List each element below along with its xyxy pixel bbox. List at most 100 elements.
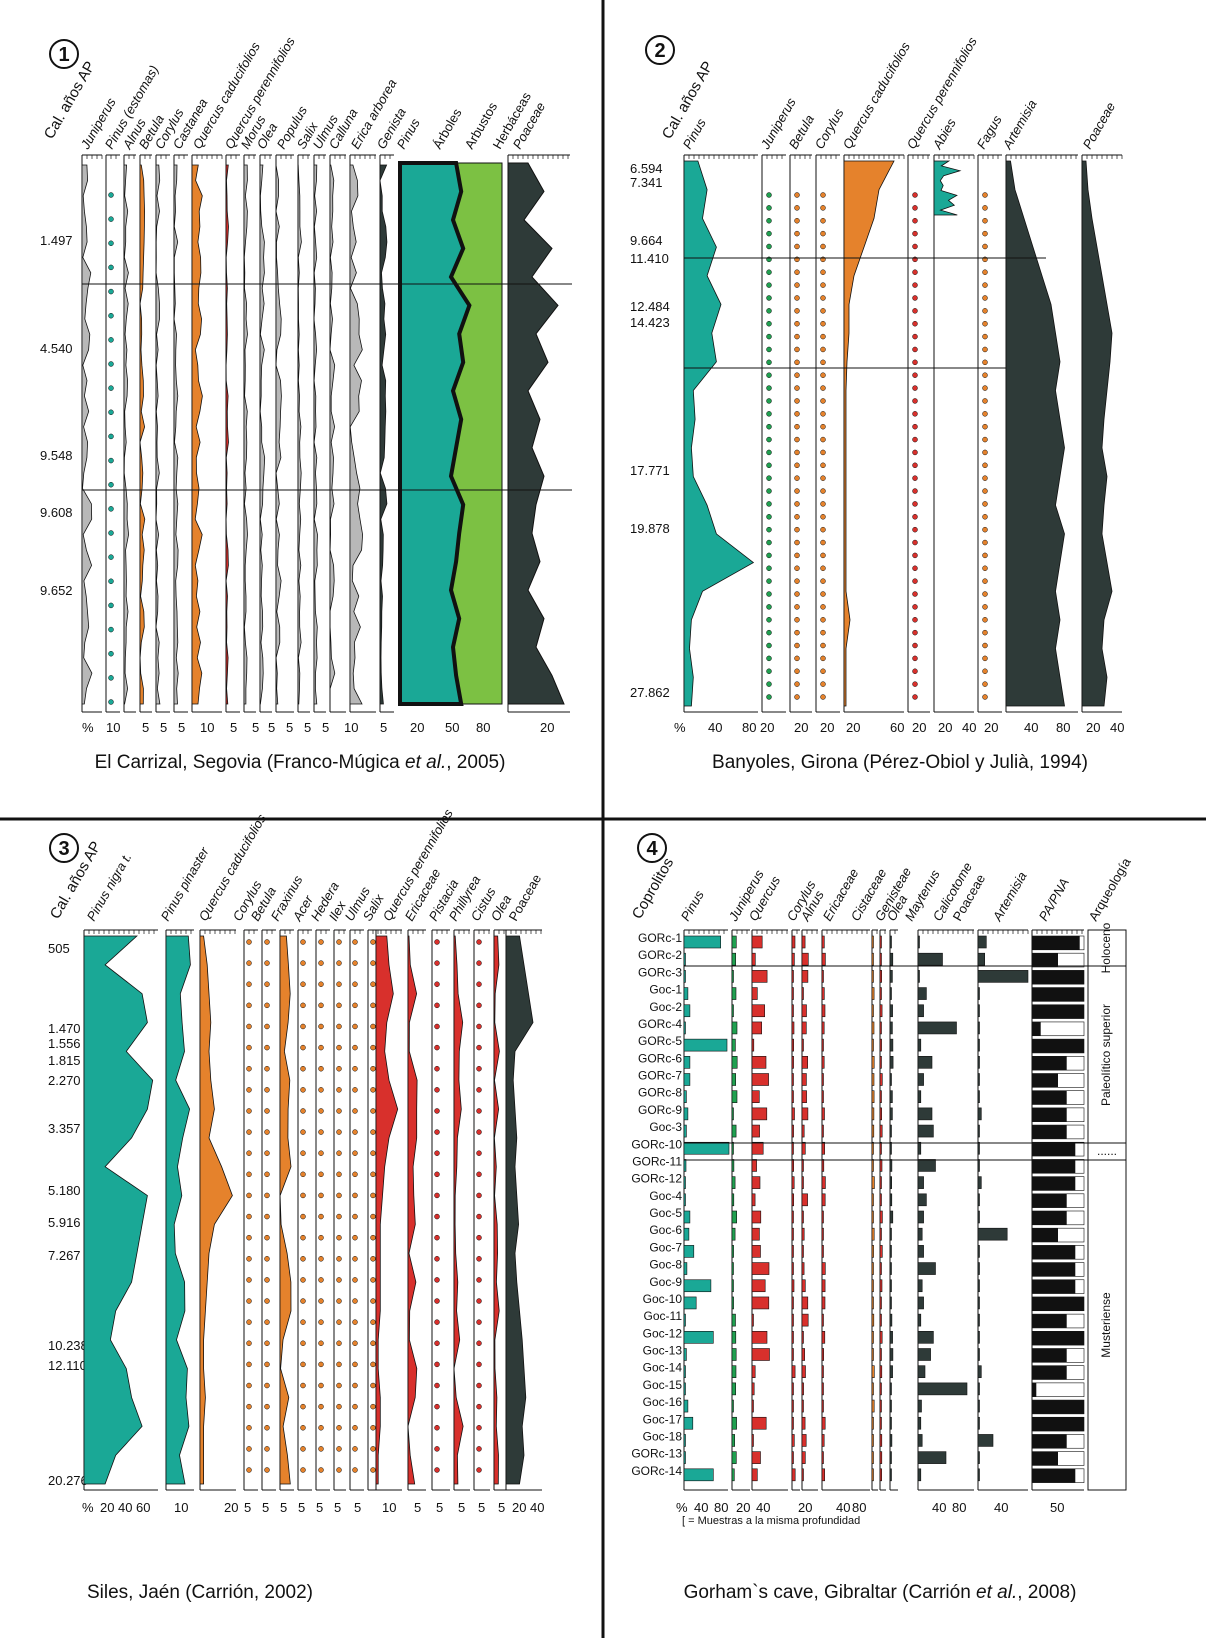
panel-4-col-0-bar (683, 987, 689, 1000)
panel-2-col-7-dot (982, 217, 988, 224)
panel-4-col-2-bar (751, 1159, 757, 1172)
panel-3-col-7-dot (318, 1108, 324, 1114)
panel-2-col-1-dot (766, 578, 772, 584)
panel-3-col-8-dot (336, 1403, 342, 1410)
panel-2-col-1-dot (766, 642, 772, 649)
panel-3-col-7-dot (318, 1065, 324, 1072)
panel-4-col-1-bar (731, 970, 734, 983)
panel-4-col-7-bar (879, 1245, 883, 1258)
panel-3-col-4-dot (264, 981, 270, 987)
panel-4-sample-label: Goc-13 (643, 1344, 683, 1358)
panel-4-sample-label: Goc-8 (649, 1258, 682, 1272)
panel-1-col-4-area (155, 164, 161, 705)
panel-3-col-9-dot (352, 1023, 358, 1030)
panel-4-col-4-bar (801, 970, 809, 983)
panel-2-col-7-dot (982, 436, 988, 443)
panel-3-col-9-dot (352, 1361, 358, 1368)
panel-3-col-13-dot (434, 1425, 440, 1431)
panel-4-col-6-bar (871, 1279, 874, 1293)
panel-2-axis-tick: 40 (962, 720, 976, 735)
panel-3-col-8-dot (336, 1192, 342, 1199)
panel-4-col-4-bar (801, 1124, 805, 1138)
panel-4-col-5-bar (821, 1227, 824, 1241)
panel-2-col-3-dot (820, 436, 826, 443)
panel-3-col-3-dot (246, 981, 252, 987)
panel-3-col-15-dot (476, 1108, 482, 1114)
panel-4-papna-bar (1032, 1245, 1076, 1260)
panel-1-col-1-dot (108, 312, 114, 319)
panel-3-col-15-dot (476, 1298, 482, 1304)
panel-3-col-9-dot (352, 1340, 358, 1347)
panel-2-col-5-dot (912, 681, 918, 687)
panel-2-col-7-dot (982, 668, 988, 675)
panel-4-sample-label: GORc-3 (638, 965, 682, 979)
panel-2-col-2-dot (794, 694, 800, 700)
panel-3-col-8-dot (336, 1108, 342, 1114)
panel-3-col-7-dot (318, 1298, 324, 1304)
panel-2-col-3-dot (820, 282, 826, 288)
panel-4-col-1-bar (731, 1416, 737, 1430)
panel-3-col-6-dot (300, 1129, 306, 1135)
panel-4-col-6-bar (871, 1296, 874, 1310)
panel-4-taxon-label: PA/PNA (1036, 876, 1072, 924)
panel-4-col-3-bar (791, 1434, 795, 1447)
panel-4-papna-bar (1032, 1021, 1041, 1036)
panel-2-col-2-dot (794, 308, 800, 314)
panel-3-col-13-dot (434, 1382, 440, 1389)
panel-2-col-1-dot (766, 398, 772, 404)
panel-4-col-8-bar (889, 1416, 892, 1430)
panel-4-col-2-bar (751, 1451, 761, 1464)
panel-4-col-9-bar (917, 952, 943, 966)
panel-3-col-9-dot (352, 1171, 358, 1178)
panel-4-col-4-bar (801, 1176, 804, 1189)
panel-3-axis-tick: 5 (316, 1500, 323, 1515)
panel-4-col-9-bar (917, 1021, 957, 1035)
panel-3-col-3-dot (246, 1023, 252, 1030)
panel-4-col-7-bar (879, 1004, 883, 1018)
panel-2-col-1-dot (766, 295, 772, 301)
panel-1-caption: El Carrizal, Segovia (Franco-Múgica et a… (95, 752, 506, 773)
panel-3-col-3-dot (246, 1277, 252, 1283)
panel-4-col-8-bar (889, 1056, 894, 1069)
panel-4-papna-bar (1032, 1039, 1084, 1053)
panel-4-papna-bar (1032, 1382, 1037, 1397)
panel-4-col-3-bar (791, 1107, 795, 1121)
panel-4-papna-bar (1032, 1262, 1076, 1277)
panel-4-col-7-bar (879, 1107, 883, 1121)
panel-4-col-1-bar (731, 1090, 738, 1103)
panel-4-papna-bar (1032, 1417, 1084, 1432)
panel-3-axis-tick: 10 (174, 1500, 188, 1515)
panel-1-age-label: 9.652 (40, 583, 73, 598)
panel-3-col-7-dot (318, 1361, 324, 1368)
panel-2-col-1-dot (766, 462, 772, 469)
panel-4-col-4-bar (801, 1313, 809, 1327)
panel-3-col-13-dot (434, 1108, 440, 1114)
panel-4-col-3-bar (791, 952, 795, 966)
panel-3-col-10-dot (370, 1382, 376, 1389)
panel-4-col-2-bar (751, 1193, 756, 1207)
panel-4-col-7-bar (879, 1313, 882, 1327)
panel-1-axis-tick: 20 (410, 720, 424, 735)
panel-1-col-1-dot (108, 240, 114, 247)
panel-2-age-label: 9.664 (630, 233, 663, 248)
panel-4-col-8-bar (889, 1296, 892, 1310)
panel-3-col-8-dot (336, 1234, 342, 1241)
panel-4-col-3-bar (791, 1124, 794, 1138)
panel-4-col-1-bar (731, 1434, 736, 1447)
panel-1-col-0-area (81, 164, 93, 705)
panel-3-col-4-dot (264, 1403, 270, 1410)
panel-1-arboles (398, 161, 472, 706)
panel-4-col-3-bar (791, 1176, 795, 1189)
panel-3-col-6-dot (300, 1425, 306, 1431)
panel-2-col-0-area (683, 160, 755, 707)
panel-3-col-4-dot (264, 1087, 270, 1093)
panel-3-col-13-dot (434, 981, 440, 987)
panel-2-col-3-dot (820, 230, 826, 237)
panel-1-col-13-area (329, 164, 336, 705)
panel-2-col-5-dot (912, 501, 918, 507)
panel-3-age-label: 505 (48, 941, 70, 956)
panel-3-col-13-dot (434, 1044, 440, 1051)
panel-1-age-label: 4.540 (40, 341, 73, 356)
panel-2-col-3-dot (820, 514, 826, 520)
panel-3-col-8-dot (336, 1065, 342, 1072)
